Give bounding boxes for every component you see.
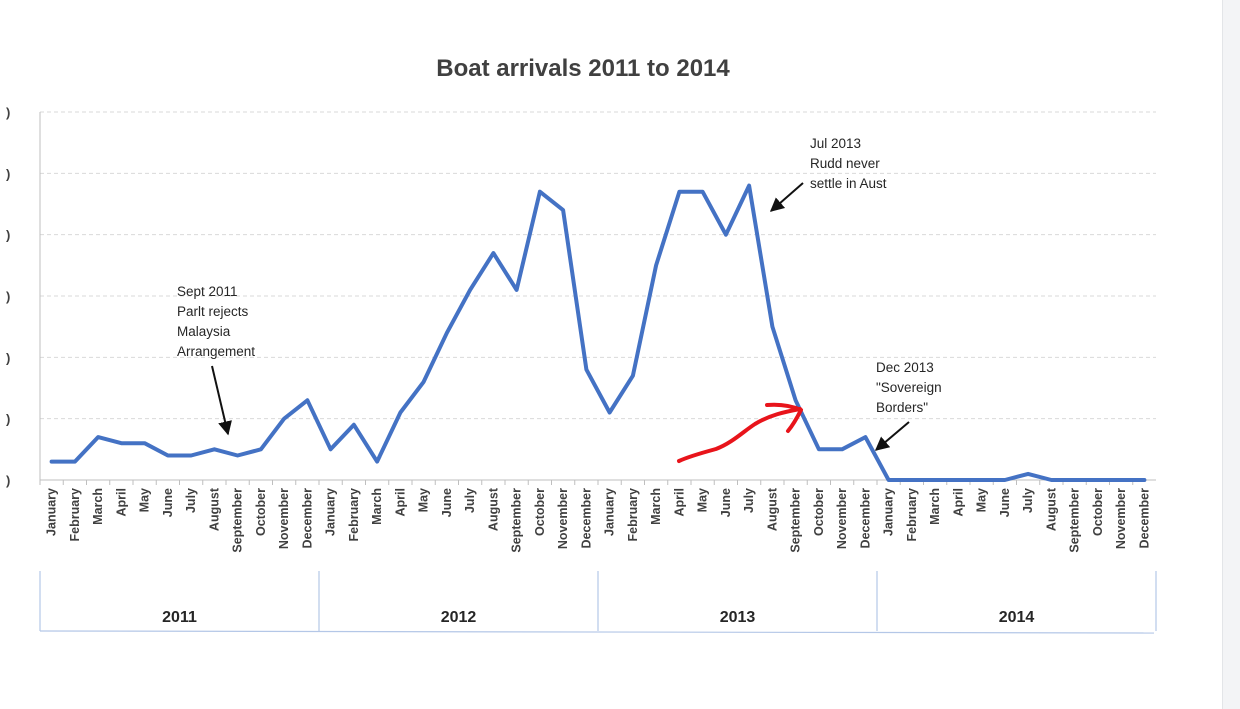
x-tick-label: March xyxy=(91,488,105,525)
x-tick-label: February xyxy=(905,488,919,542)
annotation-text: Jul 2013 xyxy=(810,136,861,151)
x-tick-label: June xyxy=(440,488,454,517)
x-tick-label: October xyxy=(254,488,268,536)
year-baseline xyxy=(39,630,1155,634)
x-tick-label: December xyxy=(300,488,314,549)
chart-title: Boat arrivals 2011 to 2014 xyxy=(436,55,730,82)
x-tick-label: November xyxy=(277,488,291,549)
x-tick-label: July xyxy=(1021,488,1035,513)
x-tick-label: February xyxy=(626,488,640,542)
annotations: Sept 2011 Parlt rejects Malaysia Arrangemen… xyxy=(177,136,942,451)
annotation-text: Rudd never xyxy=(810,156,880,171)
x-tick-label: June xyxy=(998,488,1012,517)
year-label: 2012 xyxy=(441,609,477,626)
series-boat-arrivals xyxy=(49,183,1147,482)
annotation-text: "Sovereign xyxy=(876,380,942,395)
red-arrow-stroke xyxy=(677,407,802,463)
x-tick-label: April xyxy=(951,488,965,516)
x-tick-label: January xyxy=(45,488,59,536)
y-tick-label: ) xyxy=(6,289,10,304)
year-label: 2011 xyxy=(162,609,197,626)
x-tick-label: November xyxy=(1114,488,1128,549)
x-tick-label: September xyxy=(1068,488,1082,553)
annotation-text: Borders" xyxy=(876,400,928,415)
x-tick-label: April xyxy=(393,488,407,516)
x-tick-label: March xyxy=(649,488,663,525)
x-tick-label: September xyxy=(789,488,803,553)
x-axis-year-groups: 2011 2012 2013 2014 xyxy=(39,571,1157,634)
series-line xyxy=(49,183,1147,482)
y-tick-label: ) xyxy=(6,166,10,181)
annotation-text: settle in Aust xyxy=(810,176,887,191)
x-tick-label: July xyxy=(463,488,477,513)
annotation: Sept 2011 Parlt rejects Malaysia Arrangemen… xyxy=(177,284,255,436)
x-tick-label: December xyxy=(858,488,872,549)
x-tick-label: October xyxy=(533,488,547,536)
year-label: 2014 xyxy=(999,609,1035,626)
y-tick-label: ) xyxy=(6,228,10,243)
x-tick-label: September xyxy=(510,488,524,553)
y-tick-label: ) xyxy=(6,412,10,427)
x-tick-label: July xyxy=(184,488,198,513)
x-tick-label: November xyxy=(835,488,849,549)
x-tick-label: December xyxy=(579,488,593,549)
x-tick-label: May xyxy=(696,488,710,512)
x-tick-label: August xyxy=(1044,487,1058,531)
x-tick-label: September xyxy=(231,488,245,553)
x-tick-label: May xyxy=(138,488,152,512)
right-sidebar-strip xyxy=(1222,0,1240,709)
x-tick-label: November xyxy=(556,488,570,549)
y-tick-label: ) xyxy=(6,105,10,120)
annotation-text: Malaysia xyxy=(177,324,231,339)
annotation-arrow xyxy=(874,421,910,451)
x-tick-label: April xyxy=(672,488,686,516)
red-arrow-head xyxy=(765,402,803,433)
x-tick-label: April xyxy=(114,488,128,516)
x-tick-label: July xyxy=(742,488,756,513)
x-tick-label: March xyxy=(370,488,384,525)
y-tick-label: ) xyxy=(6,473,10,488)
x-tick-label: March xyxy=(928,488,942,525)
x-tick-label: February xyxy=(68,488,82,542)
annotation-text: Sept 2011 xyxy=(177,284,238,299)
x-tick-label: August xyxy=(486,487,500,531)
annotation-text: Parlt rejects xyxy=(177,304,249,319)
red-handdrawn-arrow xyxy=(677,402,803,463)
x-tick-label: October xyxy=(1091,488,1105,536)
x-tick-label: May xyxy=(417,488,431,512)
x-tick-label: August xyxy=(207,487,221,531)
year-label: 2013 xyxy=(720,609,756,626)
annotation-arrow xyxy=(211,365,232,436)
x-tick-label: June xyxy=(161,488,175,517)
annotation-text: Dec 2013 xyxy=(876,360,934,375)
annotation: Jul 2013 Rudd never settle in Aust xyxy=(769,136,887,212)
x-tick-label: January xyxy=(324,488,338,536)
x-tick-label: May xyxy=(975,488,989,512)
x-axis-month-labels: January February March April May June July Augu… xyxy=(39,480,1151,553)
y-axis-ticks: ))))))) xyxy=(6,105,10,488)
x-tick-label: December xyxy=(1137,488,1151,549)
annotation-text: Arrangement xyxy=(177,344,255,359)
x-tick-label: August xyxy=(765,487,779,531)
x-tick-label: October xyxy=(812,488,826,536)
annotation-arrow xyxy=(769,182,804,212)
gridlines xyxy=(40,111,1156,420)
annotation: Dec 2013 "Sovereign Borders" xyxy=(874,360,942,451)
x-tick-label: June xyxy=(719,488,733,517)
x-tick-label: January xyxy=(603,488,617,536)
y-tick-label: ) xyxy=(6,350,10,365)
x-tick-label: January xyxy=(882,488,896,536)
x-tick-label: February xyxy=(347,488,361,542)
